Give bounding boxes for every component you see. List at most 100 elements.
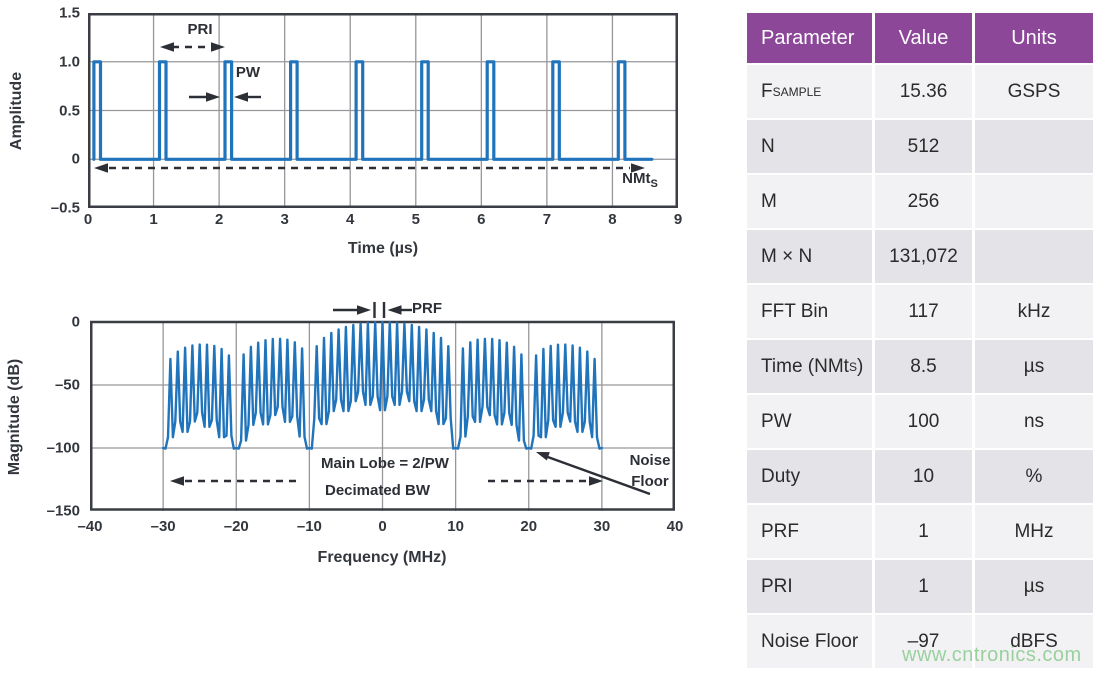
bottom-chart-gridlines xyxy=(90,322,675,511)
table-row-units xyxy=(975,175,1093,228)
table-row-units: % xyxy=(975,450,1093,503)
top-chart-ylabel: Amplitude xyxy=(8,71,25,151)
decimated-bw-label: Decimated BW xyxy=(324,482,431,499)
tick-label: 2 xyxy=(214,211,224,228)
param-text: F xyxy=(761,80,773,102)
top-chart-gridlines xyxy=(88,13,678,208)
table-row-units xyxy=(975,120,1093,173)
table-row-param: F SAMPLE xyxy=(747,65,872,118)
table-row-units: MHz xyxy=(975,505,1093,558)
spectrum-series xyxy=(161,320,604,450)
tick-label: –10 xyxy=(296,518,322,535)
tick-label: 1 xyxy=(149,211,158,228)
tick-label: 0.5 xyxy=(59,102,80,119)
tick-label: 7 xyxy=(542,211,552,228)
tick-label: 1.5 xyxy=(59,4,80,22)
table-header-units: Units xyxy=(975,13,1093,63)
tick-label: 3 xyxy=(280,211,289,228)
table-row-param: PRF xyxy=(747,505,872,558)
table-header-parameter: Parameter xyxy=(747,13,872,63)
spectrum-plot xyxy=(90,302,675,511)
table-row-units: GSPS xyxy=(975,65,1093,118)
top-chart-xlabel: Time (µs) xyxy=(347,240,419,257)
top-chart-frame xyxy=(88,13,678,208)
table-row-param: Duty xyxy=(747,450,872,503)
nmts-label-text: NMt xyxy=(622,170,651,187)
top-chart-xtick-labels: 0 1 2 3 4 5 6 7 8 9 xyxy=(84,211,682,231)
table-row-param: N xyxy=(747,120,872,173)
table-row-value: 15.36 xyxy=(875,65,972,118)
decimated-bw-arrows xyxy=(170,476,603,486)
pulse-train-plot xyxy=(88,13,678,208)
table-row-param: M × N xyxy=(747,230,872,283)
table-row-units: ns xyxy=(975,395,1093,448)
table-row-value: 131,072 xyxy=(875,230,972,283)
nmts-label: NMtS xyxy=(612,169,668,194)
param-text: PRI xyxy=(761,575,793,597)
table-row-units: µs xyxy=(975,340,1093,393)
param-text: PW xyxy=(761,410,792,432)
table-row-param: Noise Floor xyxy=(747,615,872,668)
pw-dimension-arrow xyxy=(189,92,261,102)
pw-label: PW xyxy=(235,64,261,81)
top-chart-ytick-labels: 1.5 1.0 0.5 0 –0.5 xyxy=(28,5,80,217)
table-row-param: FFT Bin xyxy=(747,285,872,338)
tick-label: 0 xyxy=(71,313,80,331)
tick-label: 0 xyxy=(83,211,93,228)
tick-label: –150 xyxy=(46,502,80,520)
tick-label: 6 xyxy=(477,211,486,228)
tick-label: 8 xyxy=(608,211,617,228)
table-row-value: 256 xyxy=(875,175,972,228)
param-text: M × N xyxy=(761,245,813,267)
bottom-chart-xlabel: Frequency (MHz) xyxy=(317,549,447,566)
tick-label: –0.5 xyxy=(50,199,80,217)
tick-label: 5 xyxy=(411,211,420,228)
prf-annotation-arrows xyxy=(333,302,412,318)
param-text: FFT Bin xyxy=(761,300,829,322)
table-row-value: –97 xyxy=(875,615,972,668)
param-text: Time (NMt xyxy=(761,355,849,377)
parameter-table: Parameter Value Units F SAMPLE 15.36 GSPS… xyxy=(747,13,1093,668)
table-row-value: 117 xyxy=(875,285,972,338)
watermark: www.cntronics.com xyxy=(902,644,1082,666)
param-text: Noise Floor xyxy=(761,630,859,652)
tick-label: 0 xyxy=(378,518,387,535)
table-row-value: 512 xyxy=(875,120,972,173)
bottom-chart-ylabel: Magnitude (dB) xyxy=(6,358,23,476)
table-header-value: Value xyxy=(875,13,972,63)
nmts-label-sub: S xyxy=(650,178,658,190)
tick-label: –20 xyxy=(223,518,249,535)
table-row-value: 1 xyxy=(875,505,972,558)
param-text: Duty xyxy=(761,465,801,487)
param-post: ) xyxy=(856,355,864,377)
pri-label: PRI xyxy=(187,21,213,38)
tick-label: 4 xyxy=(346,211,355,228)
pri-dimension-arrow xyxy=(160,42,225,52)
tick-label: 20 xyxy=(520,518,538,535)
tick-label: –30 xyxy=(150,518,176,535)
noise-floor-arrow xyxy=(536,452,651,496)
table-row-value: 1 xyxy=(875,560,972,613)
bottom-chart-xtick-labels: –40 –30 –20 –10 0 10 20 30 40 xyxy=(77,518,683,538)
table-row-units: kHz xyxy=(975,285,1093,338)
param-text: M xyxy=(761,190,777,212)
noise-floor-label: Noise Floor xyxy=(629,452,671,490)
table-row-units xyxy=(975,230,1093,283)
table-row-value: 8.5 xyxy=(875,340,972,393)
tick-label: 40 xyxy=(666,518,684,535)
table-row-param: M xyxy=(747,175,872,228)
table-row-value: 10 xyxy=(875,450,972,503)
bottom-chart-ytick-labels: 0 –50 –100 –150 xyxy=(24,314,80,520)
table-row-value: 100 xyxy=(875,395,972,448)
tick-label: 0 xyxy=(71,150,80,168)
param-text: N xyxy=(761,135,775,157)
pulse-train-series xyxy=(92,60,654,161)
table-row-units: µs xyxy=(975,560,1093,613)
table-row-param: PRI xyxy=(747,560,872,613)
table-row-param: Time (NMt S) xyxy=(747,340,872,393)
main-lobe-label: Main Lobe = 2/PW xyxy=(321,455,449,472)
table-row-units: dBFS xyxy=(975,615,1093,668)
param-text: PRF xyxy=(761,520,799,542)
nmts-span-arrow xyxy=(94,163,645,173)
